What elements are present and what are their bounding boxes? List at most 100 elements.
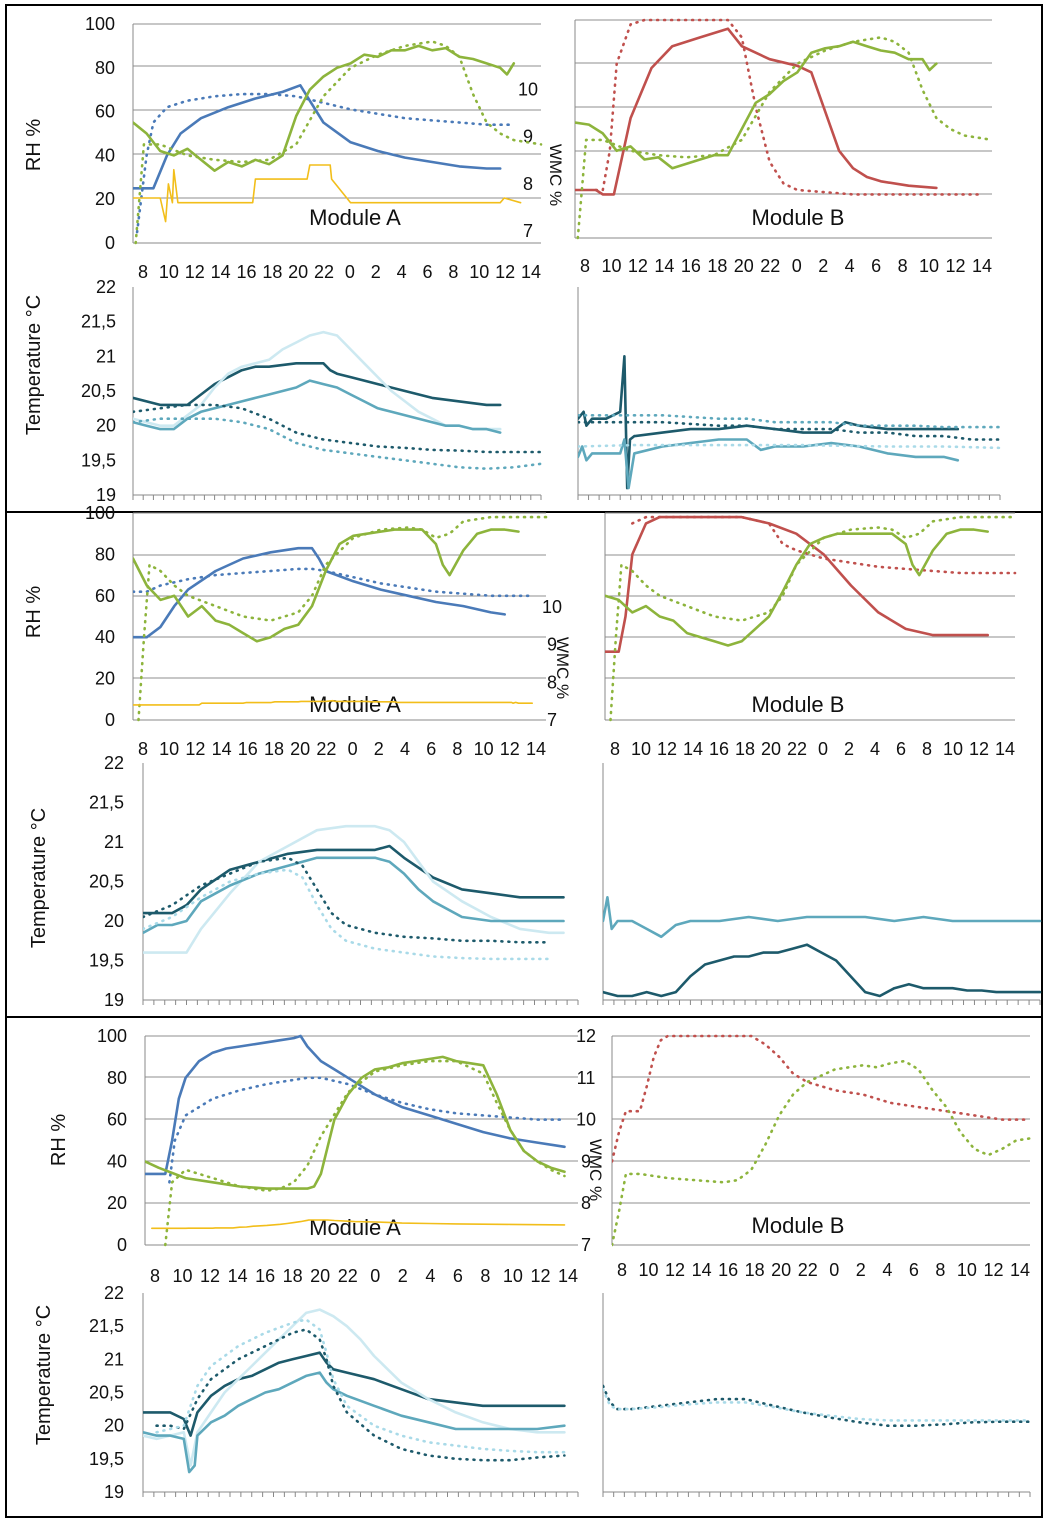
y-tick-label: 0 <box>105 233 115 253</box>
y-axis-title: RH % <box>48 1114 70 1166</box>
x-tick-label: 18 <box>283 1266 303 1286</box>
series-line-rh_A-solid <box>145 1034 566 1176</box>
y-tick-label: 20,5 <box>89 1383 124 1403</box>
x-tick-label: 20 <box>290 739 310 759</box>
x-tick-label: 12 <box>969 739 989 759</box>
x-tick-label: 20 <box>310 1266 330 1286</box>
series-line-temp_light-dotted <box>603 1387 1032 1422</box>
y-tick-label: 21 <box>104 1349 124 1369</box>
x-tick-label: 14 <box>995 739 1015 759</box>
y2-tick-label: 9 <box>581 1151 591 1171</box>
x-tick-label: 8 <box>452 739 462 759</box>
x-tick-label: 12 <box>200 1266 220 1286</box>
x-tick-label: 12 <box>185 739 205 759</box>
x-tick-label: 10 <box>631 739 651 759</box>
x-tick-label: 14 <box>654 256 674 276</box>
series-line-rh_B-dotted <box>594 18 980 196</box>
x-tick-label: 4 <box>882 1260 892 1280</box>
x-tick-label: 20 <box>288 262 308 282</box>
y-tick-label: 0 <box>117 1235 127 1255</box>
series-line-ambient-solid <box>605 528 990 647</box>
y-tick-label: 19 <box>104 1482 124 1502</box>
series-line-rh_A-solid <box>133 84 502 190</box>
series-line-wmc-solid <box>151 1219 566 1230</box>
x-tick-label: 2 <box>371 262 381 282</box>
x-tick-label: 22 <box>314 262 334 282</box>
series-line-temp_light-dotted <box>155 1318 566 1454</box>
series-line-rh_B-solid <box>605 515 990 654</box>
x-tick-label: 16 <box>236 262 256 282</box>
y-tick-label: 100 <box>85 14 115 34</box>
x-tick-label: 0 <box>818 739 828 759</box>
series-line-temp_light-dotted <box>578 443 1002 450</box>
y2-tick-label: 10 <box>518 80 538 100</box>
y-tick-label: 80 <box>95 58 115 78</box>
x-tick-label: 6 <box>896 739 906 759</box>
x-tick-label: 2 <box>398 1266 408 1286</box>
x-tick-label: 12 <box>185 262 205 282</box>
x-tick-label: 6 <box>909 1260 919 1280</box>
series-line-temp_dark-solid <box>133 361 502 407</box>
x-tick-label: 12 <box>665 1260 685 1280</box>
y-tick-label: 21,5 <box>89 793 124 813</box>
y-tick-label: 20 <box>96 416 116 436</box>
x-tick-label: 12 <box>495 262 515 282</box>
y-tick-label: 19,5 <box>89 951 124 971</box>
x-tick-label: 4 <box>397 262 407 282</box>
x-tick-label: 14 <box>212 739 232 759</box>
x-tick-label: 6 <box>871 256 881 276</box>
series-line-temp_dark-solid <box>603 943 1042 998</box>
y-axis-title: RH % <box>23 119 45 171</box>
y2-tick-label: 11 <box>577 1068 596 1088</box>
y2-tick-label: 12 <box>576 1026 596 1046</box>
x-tick-label: 20 <box>761 739 781 759</box>
x-tick-label: 8 <box>580 256 590 276</box>
y-tick-label: 22 <box>96 277 116 297</box>
series-line-temp_dark-dotted <box>133 403 543 454</box>
x-tick-label: 14 <box>692 1260 712 1280</box>
x-tick-label: 10 <box>469 262 489 282</box>
series-line-ambient-dotted <box>134 40 543 245</box>
series-line-temp_dark-dotted <box>143 856 551 944</box>
x-tick-label: 2 <box>374 739 384 759</box>
x-tick-label: 0 <box>792 256 802 276</box>
x-tick-label: 6 <box>426 739 436 759</box>
x-tick-label: 16 <box>709 739 729 759</box>
x-tick-label: 14 <box>972 256 992 276</box>
y2-tick-label: 8 <box>581 1193 591 1213</box>
x-tick-label: 8 <box>610 739 620 759</box>
series-line-wmc-solid <box>133 164 522 223</box>
x-tick-label: 8 <box>138 739 148 759</box>
y-tick-label: 20 <box>104 1416 124 1436</box>
y-tick-label: 100 <box>85 503 115 523</box>
frame-experiment-3 <box>5 1016 1043 1518</box>
x-tick-label: 12 <box>530 1266 550 1286</box>
series-line-temp_dark-dotted <box>578 420 1002 441</box>
y-tick-label: 19 <box>96 485 116 505</box>
y2-tick-label: 9 <box>547 635 557 655</box>
series-line-ambient-solid <box>145 1055 566 1190</box>
x-tick-label: 0 <box>348 739 358 759</box>
x-tick-label: 0 <box>370 1266 380 1286</box>
y-tick-label: 20 <box>104 911 124 931</box>
x-tick-label: 14 <box>526 739 546 759</box>
y-tick-label: 22 <box>104 1283 124 1303</box>
series-line-temp_dark-dotted <box>603 1384 1032 1427</box>
series-line-ambient-dotted <box>609 515 1017 722</box>
y2-tick-label: 7 <box>581 1235 591 1255</box>
y2-tick-label: 10 <box>542 597 562 617</box>
x-tick-label: 12 <box>628 256 648 276</box>
y-tick-label: 21,5 <box>81 312 116 332</box>
x-tick-label: 6 <box>453 1266 463 1286</box>
y-tick-label: 0 <box>105 710 115 730</box>
y-tick-label: 21 <box>104 832 124 852</box>
x-tick-label: 18 <box>264 739 284 759</box>
x-tick-label: 8 <box>150 1266 160 1286</box>
x-tick-label: 10 <box>503 1266 523 1286</box>
module-label: Module B <box>752 1213 845 1238</box>
y2-tick-label: 8 <box>547 672 557 692</box>
x-tick-label: 10 <box>639 1260 659 1280</box>
x-tick-label: 18 <box>735 739 755 759</box>
x-tick-label: 22 <box>798 1260 818 1280</box>
